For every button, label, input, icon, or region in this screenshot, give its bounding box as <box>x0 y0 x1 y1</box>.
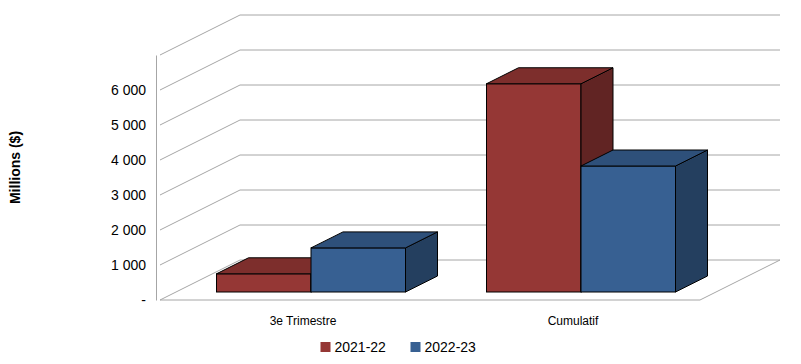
bars <box>217 68 708 292</box>
bar-top <box>487 68 614 84</box>
tick-label: 5 000 <box>111 117 146 133</box>
tick: 6 000 <box>111 82 156 98</box>
tick-label: 3 000 <box>111 187 146 203</box>
legend-swatch <box>411 342 421 352</box>
legend: 2021-22 2022-23 <box>321 339 477 355</box>
tick: Cumulatif <box>548 314 599 328</box>
tick: - <box>141 292 156 308</box>
y-axis: - 1 000 2 000 3 000 4 000 5 000 6 000 <box>111 56 157 308</box>
bar-top <box>581 150 708 166</box>
legend-label: 2021-22 <box>335 339 387 355</box>
tick-label: 4 000 <box>111 152 146 168</box>
bar <box>311 232 438 292</box>
bar-front <box>217 274 312 292</box>
tick: 4 000 <box>111 152 156 168</box>
legend-swatch <box>321 342 331 352</box>
bar-front <box>311 248 406 292</box>
grid <box>160 15 780 300</box>
legend-label: 2022-23 <box>425 339 477 355</box>
bar-top <box>311 232 438 248</box>
tick: 2 000 <box>111 222 156 238</box>
frame-line <box>160 15 780 55</box>
bar-front <box>487 84 582 292</box>
bar-front <box>581 166 676 292</box>
bar <box>581 150 708 292</box>
y-axis-title: Millions ($) <box>7 131 23 204</box>
tick: 5 000 <box>111 117 156 133</box>
x-axis: 3e Trimestre Cumulatif <box>270 314 599 328</box>
tick-label: 2 000 <box>111 222 146 238</box>
grid-line <box>160 50 780 90</box>
tick-label: 3e Trimestre <box>270 314 337 328</box>
tick: 1 000 <box>111 257 156 273</box>
tick: 3e Trimestre <box>270 314 337 328</box>
tick-label: 6 000 <box>111 82 146 98</box>
grid-line <box>160 85 780 125</box>
tick-label: Cumulatif <box>548 314 599 328</box>
axis-line <box>156 56 157 301</box>
chart: - 1 000 2 000 3 000 4 000 5 000 6 000 Millions … <box>0 0 801 364</box>
tick: 3 000 <box>111 187 156 203</box>
bar-side <box>676 150 708 292</box>
tick-label: - <box>141 292 146 308</box>
tick-label: 1 000 <box>111 257 146 273</box>
